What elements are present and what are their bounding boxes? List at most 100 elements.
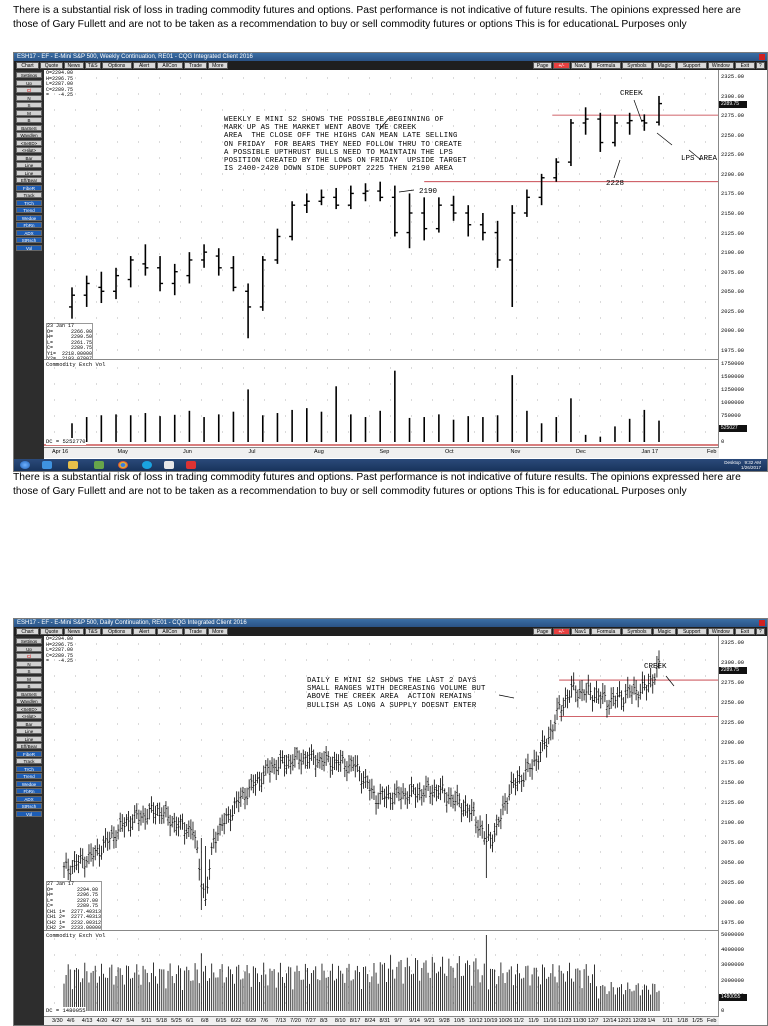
sidebar-button[interactable]: Settings: [16, 72, 42, 78]
toolbar-button[interactable]: Window: [707, 62, 734, 69]
volume-chart[interactable]: Commodity Exch Vol DC = 5252770: [44, 359, 719, 448]
price-axis[interactable]: 2325.00 2300.00 2275.00 2250.00 2225.00 2200.…: [718, 636, 767, 1016]
toolbar-button[interactable]: T&S: [84, 62, 101, 69]
toolbar-button[interactable]: Quote: [40, 628, 63, 635]
sidebar-button[interactable]: N: [16, 94, 42, 101]
sidebar-button[interactable]: Vol: [16, 810, 42, 817]
sidebar-button[interactable]: Wedge: [16, 780, 42, 787]
toolbar-button[interactable]: Page: [532, 628, 553, 635]
sidebar-button[interactable]: Trend: [16, 207, 42, 213]
sidebar-button[interactable]: Line: [16, 728, 42, 734]
toolbar-button[interactable]: T&S: [84, 628, 101, 635]
sidebar-button[interactable]: Bar: [16, 720, 42, 727]
sidebar-button[interactable]: Bar: [16, 154, 42, 161]
toolbar-button[interactable]: Trade: [184, 628, 207, 635]
system-tray[interactable]: Desktop 9:32 AM 1/26/2017: [724, 460, 761, 470]
sidebar-button[interactable]: Up: [16, 645, 42, 652]
sidebar-button[interactable]: S: [16, 668, 42, 674]
chrome-icon[interactable]: [118, 461, 128, 469]
sidebar-button[interactable]: B: [16, 117, 42, 123]
date-axis[interactable]: 3/30 4/6 4/13 4/20 4/27 5/4 5/11 5/18 5/25 6/1 6/8…: [44, 1016, 719, 1025]
toolbar-button[interactable]: Options: [101, 628, 132, 635]
sidebar-button[interactable]: Wavdlen: [16, 132, 42, 138]
sidebar-button[interactable]: StRsch: [16, 237, 42, 243]
sidebar-button[interactable]: BarSeS: [16, 124, 42, 131]
sidebar-button[interactable]: M: [16, 109, 42, 116]
sidebar-button[interactable]: Wedge: [16, 214, 42, 221]
toolbar-button[interactable]: Magic: [652, 62, 676, 69]
app-icon[interactable]: [94, 461, 104, 469]
toolbar-button[interactable]: Formula: [591, 628, 621, 635]
close-icon[interactable]: [759, 54, 765, 60]
toolbar-button[interactable]: Exit: [735, 628, 755, 635]
toolbar-button[interactable]: Magic: [652, 628, 676, 635]
sidebar-button[interactable]: <SetID>: [16, 139, 42, 146]
sidebar-button[interactable]: ADX: [16, 229, 42, 236]
sidebar-button[interactable]: Eff/Bear: [16, 177, 42, 183]
sidebar-button[interactable]: Settings: [16, 638, 42, 644]
sidebar-button[interactable]: B: [16, 683, 42, 689]
close-icon[interactable]: [759, 620, 765, 626]
sidebar-button[interactable]: ADX: [16, 795, 42, 802]
toolbar-button[interactable]: News: [64, 628, 84, 635]
toolbar-button[interactable]: ?: [755, 628, 765, 635]
toolbar-button[interactable]: AllCon: [156, 62, 183, 69]
sidebar-button[interactable]: FbRn: [16, 222, 42, 228]
toolbar-button[interactable]: Page: [532, 62, 553, 69]
price-axis[interactable]: 2325.00 2300.00 2275.00 2250.00 2225.00 2200.…: [718, 70, 767, 447]
sidebar-button[interactable]: Line: [16, 735, 42, 742]
sidebar-button[interactable]: Cl: [16, 653, 42, 659]
sidebar-button[interactable]: Up: [16, 79, 42, 86]
toolbar-button[interactable]: Symbols: [622, 628, 652, 635]
sidebar-button[interactable]: M: [16, 675, 42, 682]
sidebar-button[interactable]: <Hilgt>: [16, 147, 42, 153]
toolbar-button[interactable]: +/-: [553, 62, 570, 69]
toolbar-button[interactable]: Alert: [132, 62, 156, 69]
toolbar-button[interactable]: Nav1: [570, 628, 591, 635]
acrobat-icon[interactable]: [186, 461, 196, 469]
toolbar-button[interactable]: Exit: [735, 62, 755, 69]
toolbar-button[interactable]: Chart: [16, 628, 39, 635]
toolbar-button[interactable]: Trade: [184, 62, 207, 69]
toolbar-button[interactable]: More: [208, 628, 228, 635]
folder-icon[interactable]: [68, 461, 78, 469]
sidebar-button[interactable]: FibeR: [16, 750, 42, 757]
sidebar-button[interactable]: Wavdlen: [16, 698, 42, 704]
sidebar-button[interactable]: Track: [16, 192, 42, 198]
sidebar-button[interactable]: N: [16, 660, 42, 667]
sidebar-button[interactable]: <SetID>: [16, 705, 42, 712]
toolbar-button[interactable]: Options: [101, 62, 132, 69]
toolbar-button[interactable]: Alert: [132, 628, 156, 635]
sidebar-button[interactable]: Trend: [16, 773, 42, 779]
toolbar-button[interactable]: AllCon: [156, 628, 183, 635]
toolbar-button[interactable]: Chart: [16, 62, 39, 69]
sidebar-button[interactable]: Track: [16, 758, 42, 764]
sidebar-button[interactable]: Line: [16, 162, 42, 168]
toolbar-button[interactable]: News: [64, 62, 84, 69]
skype-icon[interactable]: [142, 461, 152, 469]
toolbar-button[interactable]: Window: [707, 628, 734, 635]
sidebar-button[interactable]: BarSeS: [16, 690, 42, 697]
toolbar-button[interactable]: Nav1: [570, 62, 591, 69]
sidebar-button[interactable]: TrCh: [16, 765, 42, 772]
toolbar-button[interactable]: +/-: [553, 628, 570, 635]
toolbar-button[interactable]: Support: [676, 62, 707, 69]
sidebar-button[interactable]: FibeR: [16, 184, 42, 191]
volume-chart[interactable]: Commodity Exch Vol DC = 1480055: [44, 930, 719, 1017]
toolbar-button[interactable]: Formula: [591, 62, 621, 69]
toolbar-button[interactable]: Quote: [40, 62, 63, 69]
toolbar-button[interactable]: Symbols: [622, 62, 652, 69]
sidebar-button[interactable]: S: [16, 102, 42, 108]
sidebar-button[interactable]: Line: [16, 169, 42, 176]
sidebar-button[interactable]: TrCh: [16, 199, 42, 206]
cqg-icon[interactable]: [164, 461, 174, 469]
sidebar-button[interactable]: Vol: [16, 244, 42, 251]
price-chart[interactable]: O=2294.00 H=2296.75 L=2287.00 C=2289.75 …: [44, 636, 719, 933]
toolbar-button[interactable]: Support: [676, 628, 707, 635]
toolbar-button[interactable]: More: [208, 62, 228, 69]
start-icon[interactable]: [20, 461, 30, 469]
sidebar-button[interactable]: <Hilgt>: [16, 713, 42, 719]
ie-icon[interactable]: [42, 461, 52, 469]
toolbar-button[interactable]: ?: [755, 62, 765, 69]
sidebar-button[interactable]: FbRn: [16, 788, 42, 794]
